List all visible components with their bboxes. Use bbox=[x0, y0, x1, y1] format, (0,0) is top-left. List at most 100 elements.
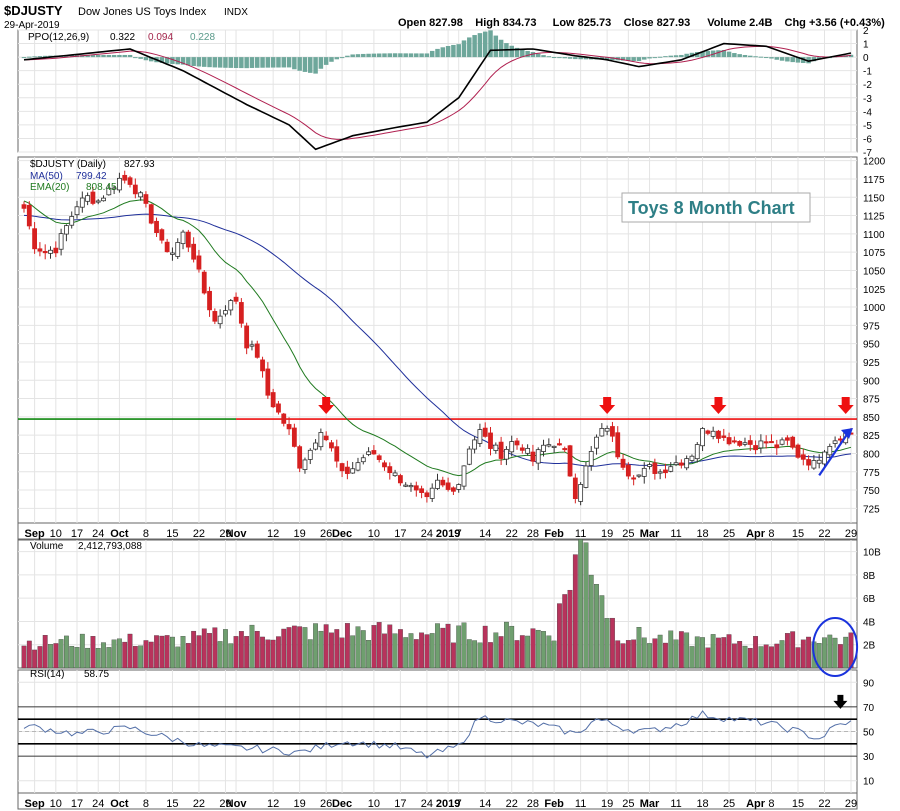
rsi-label: RSI(14) bbox=[30, 669, 64, 680]
candle-body bbox=[302, 459, 308, 470]
volume-bar bbox=[286, 627, 292, 669]
candle-body bbox=[461, 465, 467, 487]
price-tick-label: 725 bbox=[863, 504, 880, 515]
ppo-histogram-bar bbox=[732, 53, 737, 58]
ppo-signal-line bbox=[23, 45, 852, 140]
candle-body bbox=[763, 441, 769, 444]
volume-bar bbox=[514, 640, 520, 669]
ppo-histogram-bar bbox=[721, 49, 727, 58]
x-tick-label-bottom: Mar bbox=[640, 798, 660, 810]
volume-bar bbox=[525, 635, 531, 669]
candle-body bbox=[318, 432, 324, 448]
ppo-histogram-bar bbox=[106, 55, 112, 58]
candle-body bbox=[85, 195, 91, 202]
volume-bar bbox=[191, 630, 197, 669]
ppo-histogram-bar bbox=[90, 55, 96, 58]
ppo-histogram-bar bbox=[636, 57, 642, 62]
ppo-histogram-bar bbox=[663, 56, 668, 58]
candle-body bbox=[647, 464, 652, 467]
candle-body bbox=[244, 325, 250, 349]
ppo-histogram-bar bbox=[42, 55, 48, 58]
ppo-histogram-bar bbox=[482, 31, 488, 58]
ppo-histogram-bar bbox=[164, 57, 170, 64]
ppo-histogram-bar bbox=[514, 47, 520, 58]
candle-body bbox=[233, 296, 239, 302]
ppo-histogram-bar bbox=[387, 53, 393, 58]
ppo-histogram-bar bbox=[631, 57, 636, 61]
ppo-histogram-bar bbox=[239, 57, 244, 69]
ppo-histogram-bar bbox=[774, 57, 780, 60]
ppo-frame bbox=[17, 29, 858, 153]
volume-bar bbox=[350, 635, 356, 669]
x-tick-label-bottom: 24 bbox=[421, 798, 433, 810]
ppo-histogram-bar bbox=[535, 53, 541, 58]
volume-bar bbox=[281, 628, 287, 669]
ppo-histogram-bar bbox=[567, 57, 573, 59]
ppo-histogram-bar bbox=[281, 57, 287, 68]
candle-body bbox=[413, 485, 419, 491]
symbol: $DJUSTY bbox=[4, 3, 63, 18]
candle-body bbox=[816, 459, 822, 464]
ppo-histogram-bar bbox=[716, 50, 721, 58]
ppo-histogram-bar bbox=[737, 54, 742, 58]
price-tick-label: 850 bbox=[863, 413, 880, 424]
volume-bar bbox=[615, 640, 621, 669]
candle-body bbox=[673, 462, 679, 465]
volume-bar bbox=[472, 640, 478, 669]
candle-body bbox=[451, 487, 456, 492]
volume-bar bbox=[822, 637, 827, 669]
candle-body bbox=[705, 430, 711, 434]
price-tick-label: 925 bbox=[863, 358, 880, 369]
ppo-histogram-bar bbox=[148, 57, 154, 62]
ppo-tick-label: -5 bbox=[863, 121, 872, 132]
volume-bar bbox=[53, 643, 59, 669]
volume-bar bbox=[546, 635, 552, 669]
ppo-histogram-bar bbox=[705, 50, 711, 58]
ppo-histogram-bar bbox=[249, 57, 255, 68]
volume-bar bbox=[265, 639, 271, 669]
volume-bar bbox=[456, 625, 462, 669]
ppo-histogram-bar bbox=[27, 56, 32, 58]
volume-bar bbox=[578, 539, 584, 669]
candle-body bbox=[37, 248, 43, 252]
ppo-histogram-bar bbox=[562, 57, 567, 59]
x-tick-label-bottom: 19 bbox=[294, 798, 306, 810]
candle-body bbox=[360, 457, 366, 463]
ppo-histogram-bar bbox=[196, 57, 202, 67]
x-tick-label-top: Feb bbox=[544, 528, 564, 540]
candle-body bbox=[397, 475, 403, 484]
candle-body bbox=[541, 444, 546, 452]
ppo-histogram-bar bbox=[477, 33, 483, 58]
candle-body bbox=[546, 444, 552, 447]
x-tick-label-bottom: 24 bbox=[92, 798, 104, 810]
volume-bar bbox=[790, 631, 796, 669]
price-tick-label: 1025 bbox=[863, 285, 886, 296]
volume-bar bbox=[827, 634, 833, 669]
volume-bar bbox=[647, 643, 652, 669]
ppo-histogram-bar bbox=[684, 53, 689, 58]
ppo-histogram-bar bbox=[191, 57, 196, 66]
ppo-histogram-bar bbox=[769, 57, 774, 59]
x-tick-label-bottom: 29 bbox=[219, 798, 231, 810]
volume-bar bbox=[429, 633, 435, 669]
volume-bar bbox=[493, 632, 499, 669]
exchange: INDX bbox=[224, 7, 248, 18]
volume-bar bbox=[843, 636, 849, 669]
volume-bar bbox=[519, 635, 525, 669]
volume-bar bbox=[419, 632, 424, 669]
candle-body bbox=[784, 437, 790, 441]
volume-bar bbox=[588, 574, 594, 669]
ppo-histogram-bar bbox=[186, 57, 191, 66]
x-tick-label-bottom: Nov bbox=[226, 798, 248, 810]
x-tick-label-bottom: 18 bbox=[696, 798, 708, 810]
ppo-histogram-bar bbox=[726, 51, 732, 58]
ppo-histogram-bar bbox=[557, 57, 562, 59]
ppo-value: 0.322 bbox=[110, 32, 135, 43]
x-tick-label-top: Sep bbox=[25, 528, 45, 540]
price-tick-label: 1050 bbox=[863, 266, 886, 277]
candle-body bbox=[286, 424, 292, 430]
candle-body bbox=[371, 450, 377, 455]
candle-body bbox=[201, 271, 207, 294]
ma50-value: 799.42 bbox=[76, 171, 107, 182]
volume-bar bbox=[408, 633, 414, 669]
